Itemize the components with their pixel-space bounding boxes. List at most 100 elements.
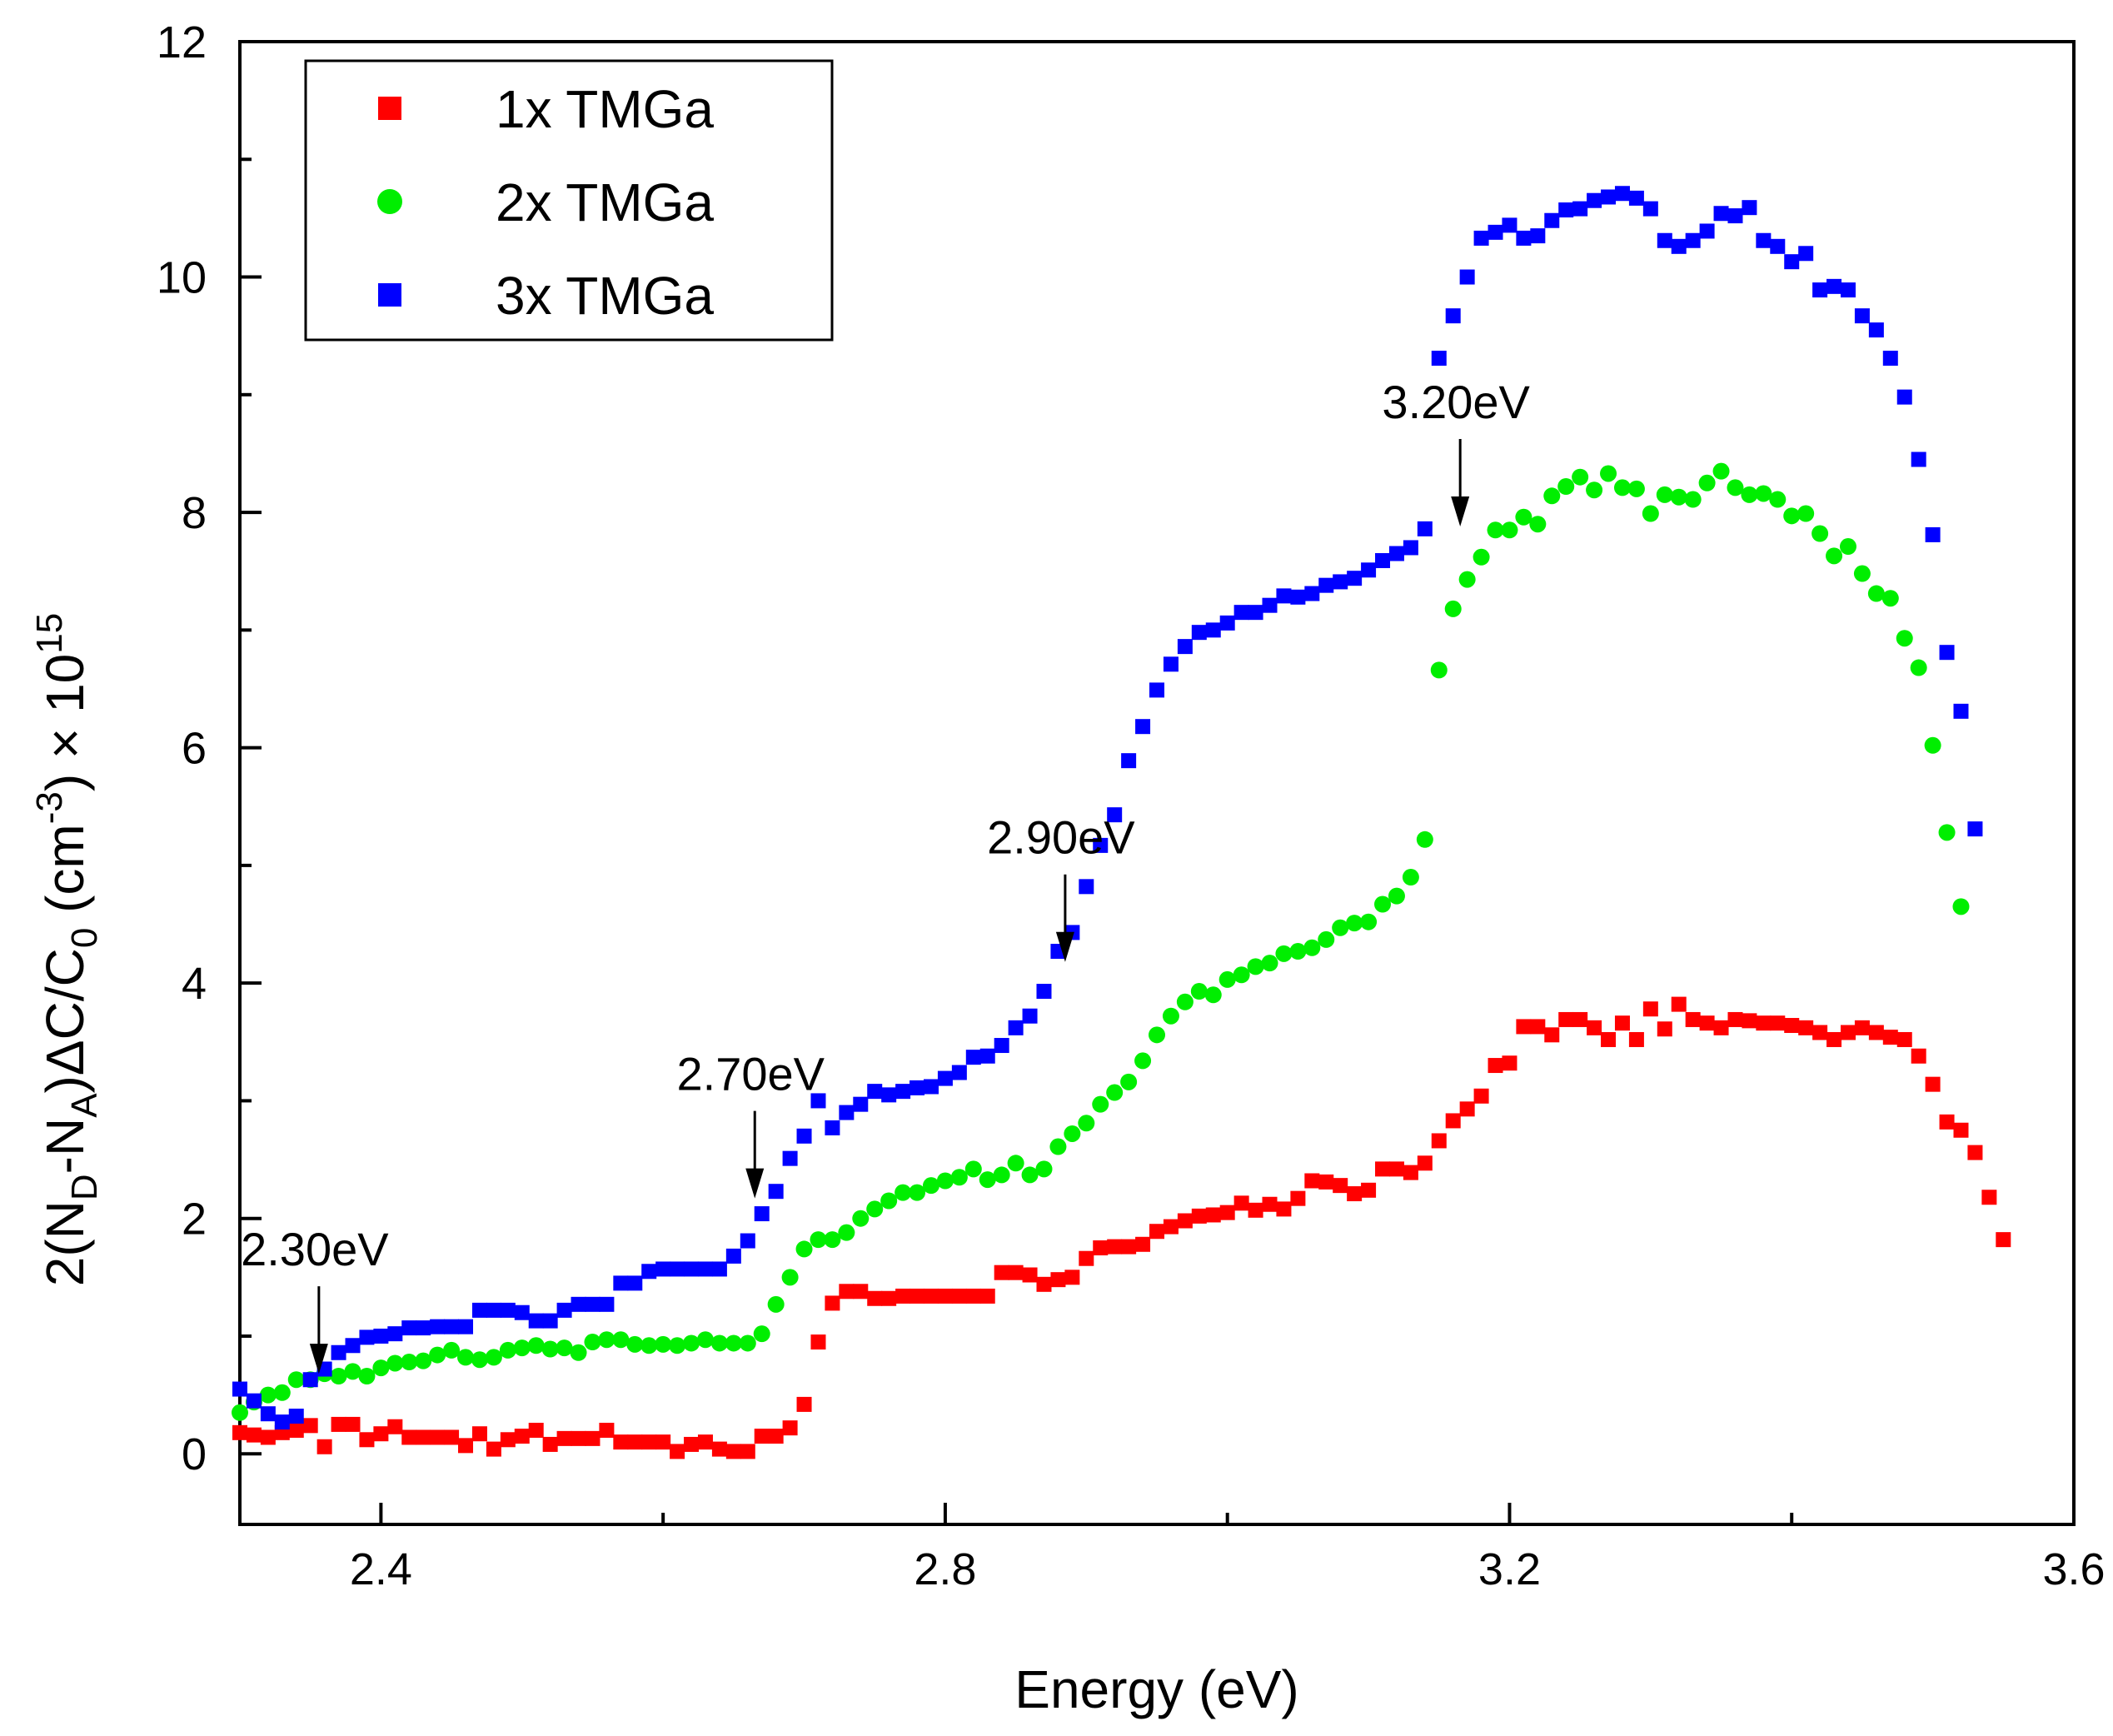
data-point [1417, 521, 1433, 536]
data-point [670, 1261, 685, 1277]
data-point [1882, 351, 1898, 367]
data-point [1079, 1250, 1094, 1266]
data-point [1049, 1138, 1067, 1155]
data-point [1600, 465, 1617, 482]
data-point [345, 1416, 361, 1432]
data-point [232, 1404, 248, 1421]
data-point [1853, 565, 1871, 582]
data-point [895, 1084, 911, 1100]
data-point [853, 1096, 869, 1112]
data-point [767, 1295, 785, 1313]
data-point [359, 1329, 375, 1345]
data-point [1896, 1031, 1912, 1047]
annotation-arrowhead [1055, 931, 1074, 962]
data-point [725, 1248, 741, 1264]
data-point [669, 1337, 686, 1354]
data-point [556, 1302, 572, 1318]
data-point [1530, 1019, 1546, 1035]
data-point [1530, 228, 1546, 244]
data-point [260, 1406, 276, 1422]
data-point [626, 1335, 644, 1353]
series-3 [232, 186, 1983, 1430]
data-point [852, 1210, 870, 1227]
data-point [416, 1429, 431, 1445]
data-point [1854, 308, 1870, 324]
data-point [288, 1422, 304, 1438]
annotation-3: 2.90eV [987, 811, 1135, 962]
data-point [1502, 1055, 1517, 1071]
data-point [1488, 224, 1503, 240]
data-series [232, 186, 2011, 1459]
data-point [1881, 590, 1899, 607]
data-point [1107, 1239, 1123, 1255]
data-point [1007, 1155, 1024, 1172]
x-tick-label: 2.4 [350, 1544, 412, 1594]
data-point [1670, 488, 1687, 506]
data-point [1996, 1232, 2011, 1248]
x-tick-label: 3.2 [1478, 1544, 1541, 1594]
data-point [1572, 201, 1588, 217]
y-tick-labels: 0 2 4 6 8 10 12 [157, 17, 207, 1479]
data-point [1939, 645, 1955, 661]
data-point [739, 1334, 756, 1352]
data-point [655, 1434, 671, 1450]
data-point [824, 1231, 841, 1249]
data-point [316, 1439, 332, 1454]
data-point [612, 1331, 630, 1349]
data-point [1685, 1011, 1701, 1027]
data-point [1953, 1122, 1969, 1138]
data-point [1854, 1020, 1870, 1035]
annotation-label: 2.30eV [241, 1223, 389, 1275]
data-point [1135, 1236, 1151, 1252]
data-point [541, 1340, 559, 1358]
data-point [909, 1288, 925, 1304]
data-point [1445, 308, 1461, 324]
data-point [458, 1438, 474, 1454]
data-point [542, 1436, 558, 1452]
data-point [485, 1349, 502, 1366]
data-point [881, 1087, 897, 1103]
data-point [499, 1341, 516, 1359]
data-point [825, 1120, 840, 1135]
data-point [1473, 230, 1489, 246]
data-point [1134, 1052, 1152, 1070]
data-point [259, 1386, 277, 1404]
data-point [598, 1331, 615, 1349]
annotation-arrowhead [309, 1344, 328, 1374]
annotation-4: 3.20eV [1382, 376, 1531, 527]
data-point [1149, 1224, 1164, 1240]
data-point [444, 1319, 460, 1334]
data-point [1601, 189, 1617, 205]
data-point [1347, 571, 1363, 586]
data-point [1318, 1174, 1334, 1190]
data-point [1347, 1186, 1363, 1202]
data-point [1642, 201, 1658, 217]
data-point [1402, 869, 1419, 886]
data-point [1839, 538, 1856, 556]
data-point [1587, 1020, 1602, 1035]
data-point [457, 1349, 475, 1366]
data-point [627, 1434, 643, 1450]
data-point [373, 1426, 389, 1442]
data-point [1812, 1025, 1828, 1040]
data-point [951, 1065, 967, 1080]
data-point [416, 1320, 431, 1336]
data-point [1262, 1196, 1278, 1212]
data-point [1911, 451, 1926, 467]
data-point [979, 1288, 995, 1304]
data-point [993, 1166, 1010, 1184]
data-point [754, 1206, 770, 1222]
data-point [1388, 887, 1405, 905]
data-point [500, 1302, 516, 1318]
y-tick-label: 0 [182, 1429, 207, 1479]
data-point [1375, 1161, 1391, 1177]
data-point [1784, 254, 1800, 270]
y-axis-title-part: 0 [64, 928, 105, 948]
data-point [1488, 1058, 1503, 1074]
y-axis-title-part: D [64, 1174, 105, 1200]
data-point [1318, 577, 1334, 593]
data-point [1290, 1190, 1306, 1206]
data-point [1177, 639, 1193, 655]
data-point [500, 1432, 516, 1448]
